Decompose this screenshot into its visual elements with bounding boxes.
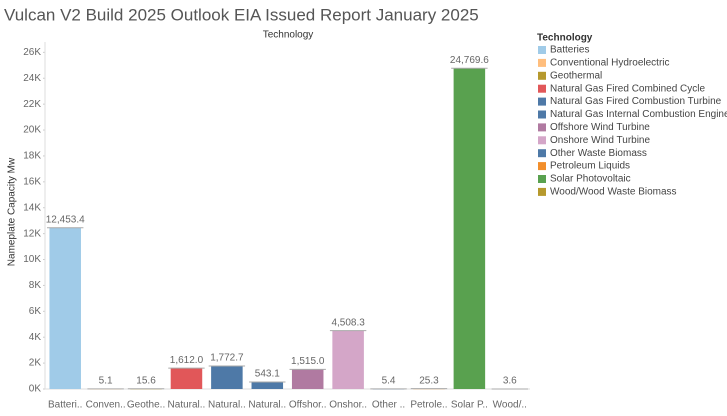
value-label: 5.4 bbox=[382, 376, 396, 387]
x-tick-label: Petrole.. bbox=[410, 400, 447, 411]
legend-swatch bbox=[538, 187, 546, 196]
y-tick-label: 20K bbox=[23, 125, 41, 136]
value-label: 15.6 bbox=[136, 375, 156, 386]
value-label: 1,515.0 bbox=[291, 356, 325, 367]
legend-label: Conventional Hydroelectric bbox=[550, 58, 670, 69]
legend-label: Onshore Wind Turbine bbox=[550, 135, 650, 146]
y-tick-label: 26K bbox=[23, 47, 41, 58]
bar bbox=[453, 68, 486, 390]
legend-swatch bbox=[538, 110, 546, 119]
y-tick-label: 10K bbox=[23, 254, 41, 265]
y-tick-label: 12K bbox=[23, 228, 41, 239]
x-tick-label: Wood/.. bbox=[493, 400, 527, 411]
bar bbox=[251, 381, 284, 389]
x-tick-label: Natural.. bbox=[168, 400, 206, 411]
legend-swatch bbox=[538, 123, 546, 132]
legend-swatch bbox=[538, 58, 546, 67]
x-tick-label: Batteri.. bbox=[48, 400, 82, 411]
value-label: 24,769.6 bbox=[450, 55, 489, 66]
x-tick-label: Solar P.. bbox=[451, 400, 488, 411]
legend-label: Offshore Wind Turbine bbox=[550, 122, 650, 133]
y-tick-label: 22K bbox=[23, 99, 41, 110]
y-tick-label: 2K bbox=[29, 358, 42, 369]
y-tick-label: 8K bbox=[29, 280, 42, 291]
y-axis-label: Nameplate Capacity Mw bbox=[7, 157, 18, 266]
x-tick-label: Other .. bbox=[372, 400, 405, 411]
legend-swatch bbox=[538, 162, 546, 171]
legend-swatch bbox=[538, 136, 546, 145]
legend-label: Petroleum Liquids bbox=[550, 161, 630, 172]
y-tick-label: 24K bbox=[23, 73, 41, 84]
legend-swatch bbox=[538, 97, 546, 106]
y-tick-label: 6K bbox=[29, 306, 42, 317]
value-label: 543.1 bbox=[255, 369, 280, 380]
chart-title: Vulcan V2 Build 2025 Outlook EIA Issued … bbox=[4, 5, 479, 24]
bar bbox=[170, 368, 203, 389]
value-label: 12,453.4 bbox=[46, 214, 85, 225]
legend-label: Wood/Wood Waste Biomass bbox=[550, 187, 677, 198]
legend-label: Batteries bbox=[550, 45, 589, 56]
column-header: Technology bbox=[263, 30, 314, 41]
legend-swatch bbox=[538, 71, 546, 80]
x-tick-label: Conven.. bbox=[86, 400, 126, 411]
value-label: 5.1 bbox=[99, 376, 113, 387]
x-tick-label: Natural.. bbox=[248, 400, 286, 411]
x-tick-label: Geothe.. bbox=[127, 400, 165, 411]
legend-label: Natural Gas Fired Combined Cycle bbox=[550, 83, 705, 94]
x-tick-label: Offshor.. bbox=[289, 400, 327, 411]
y-tick-label: 18K bbox=[23, 151, 41, 162]
value-label: 1,772.7 bbox=[210, 353, 244, 364]
x-tick-label: Natural.. bbox=[208, 400, 246, 411]
value-label: 1,612.0 bbox=[170, 355, 204, 366]
bar bbox=[211, 366, 243, 389]
value-label: 3.6 bbox=[503, 376, 517, 387]
legend-label: Geothermal bbox=[550, 70, 602, 81]
legend-label: Other Waste Biomass bbox=[550, 148, 647, 159]
bar bbox=[291, 369, 324, 389]
legend-swatch bbox=[538, 84, 546, 93]
bar bbox=[49, 227, 81, 389]
y-tick-label: 14K bbox=[23, 202, 41, 213]
legend-swatch bbox=[538, 175, 546, 183]
x-tick-label: Onshor.. bbox=[329, 400, 367, 411]
legend-swatch bbox=[538, 46, 546, 54]
value-label: 4,508.3 bbox=[331, 317, 365, 328]
y-tick-label: 0K bbox=[29, 384, 42, 395]
legend-swatch bbox=[538, 149, 546, 158]
legend-label: Solar Photovoltaic bbox=[550, 174, 631, 185]
legend-label: Natural Gas Internal Combustion Engine bbox=[550, 109, 727, 120]
bar bbox=[332, 330, 364, 389]
legend-title: Technology bbox=[537, 33, 593, 44]
legend-label: Natural Gas Fired Combustion Turbine bbox=[550, 96, 722, 107]
value-label: 25.3 bbox=[419, 375, 439, 386]
y-tick-label: 4K bbox=[29, 332, 42, 343]
y-tick-label: 16K bbox=[23, 176, 41, 187]
